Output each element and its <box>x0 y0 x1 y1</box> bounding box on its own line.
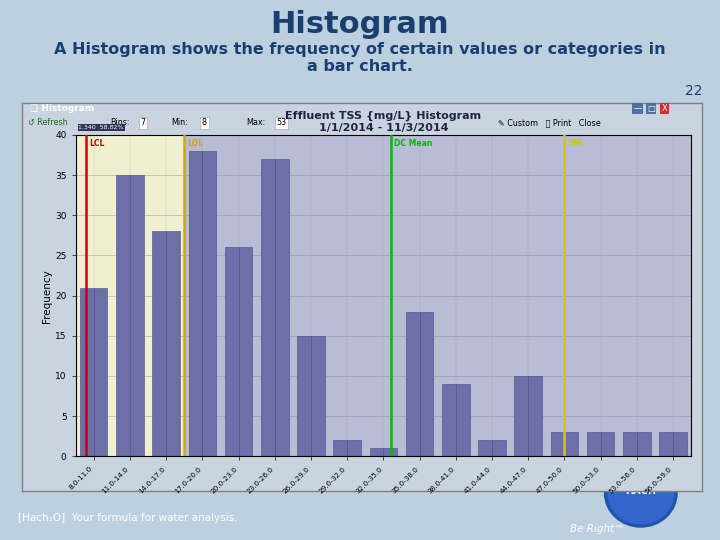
Bar <box>202 151 216 456</box>
Bar <box>551 432 564 456</box>
Circle shape <box>605 459 677 527</box>
Bar <box>420 312 433 456</box>
Y-axis label: Frequency: Frequency <box>42 269 53 322</box>
Text: ❑ Histogram: ❑ Histogram <box>30 104 94 113</box>
Bar <box>442 384 456 456</box>
Bar <box>333 440 347 456</box>
Text: 8: 8 <box>202 118 207 127</box>
Bar <box>515 376 528 456</box>
Bar <box>130 175 144 456</box>
Bar <box>406 312 420 456</box>
Text: 22: 22 <box>685 84 702 98</box>
Bar <box>189 151 202 456</box>
Text: HACH: HACH <box>625 487 657 496</box>
Text: —: — <box>633 104 642 113</box>
Text: Histogram: Histogram <box>271 10 449 39</box>
Bar <box>80 288 94 456</box>
Text: 53: 53 <box>276 118 287 127</box>
Bar <box>369 448 383 456</box>
Text: A Histogram shows the frequency of certain values or categories in
a bar chart.: A Histogram shows the frequency of certa… <box>54 42 666 74</box>
Bar <box>261 159 275 456</box>
Bar <box>166 231 180 456</box>
Bar <box>76 135 184 456</box>
Text: ↺ Refresh: ↺ Refresh <box>28 118 68 127</box>
Text: [Hach₂O]  Your formula for water analysis.: [Hach₂O] Your formula for water analysis… <box>18 513 238 523</box>
Text: 1.340  58.82%: 1.340 58.82% <box>78 125 124 130</box>
Text: □: □ <box>647 104 655 113</box>
Text: ✎ Custom   🖨 Print   Close: ✎ Custom 🖨 Print Close <box>498 118 600 127</box>
Bar <box>673 432 687 456</box>
Text: X: X <box>662 104 667 113</box>
Bar <box>311 336 325 456</box>
Bar <box>637 432 651 456</box>
Text: Bins:: Bins: <box>110 118 130 127</box>
Bar <box>478 440 492 456</box>
Bar <box>660 432 673 456</box>
Bar <box>225 247 238 456</box>
Bar <box>383 448 397 456</box>
Bar <box>587 432 600 456</box>
Bar <box>297 336 311 456</box>
Text: DC Mean: DC Mean <box>394 139 432 148</box>
Bar <box>94 288 107 456</box>
Text: 7: 7 <box>140 118 145 127</box>
Bar <box>184 135 691 456</box>
Text: LOL: LOL <box>187 139 203 148</box>
Bar <box>347 440 361 456</box>
Bar <box>275 159 289 456</box>
Bar <box>238 247 252 456</box>
Text: LCL: LCL <box>89 139 104 148</box>
Bar <box>153 231 166 456</box>
Bar <box>456 384 469 456</box>
Bar <box>116 175 130 456</box>
Bar <box>492 440 505 456</box>
Text: Min:: Min: <box>171 118 188 127</box>
Title: Effluent TSS {mg/L} Histogram
1/1/2014 - 11/3/2014: Effluent TSS {mg/L} Histogram 1/1/2014 -… <box>285 111 482 133</box>
Bar <box>600 432 614 456</box>
Circle shape <box>608 462 674 524</box>
Bar <box>528 376 542 456</box>
Text: DNL: DNL <box>567 139 585 148</box>
Bar <box>564 432 578 456</box>
Bar <box>623 432 637 456</box>
Text: Max:: Max: <box>246 118 266 127</box>
Text: Be Right™: Be Right™ <box>570 523 625 534</box>
